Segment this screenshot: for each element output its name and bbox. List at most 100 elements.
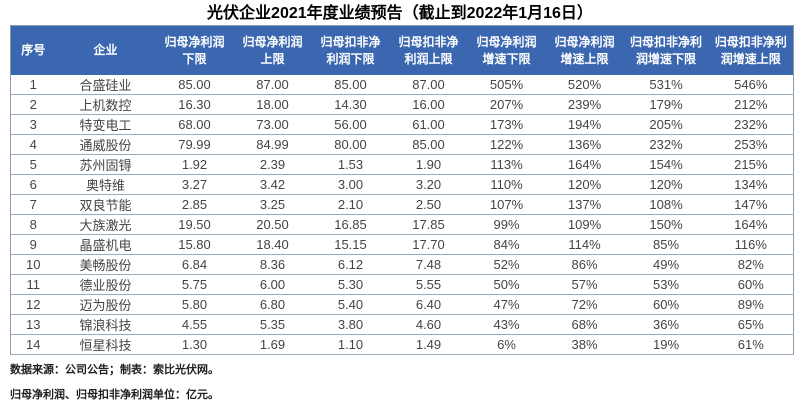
value-cell: 531% [623,75,709,95]
value-cell: 18.40 [233,234,312,255]
company-cell: 德业股份 [55,274,156,295]
table-row: 7 双良节能 2.85 3.25 2.10 2.50 107% 137% 108% 147% [10,194,794,215]
value-cell: 15.15 [311,234,390,255]
value-cell: 5.35 [233,314,312,335]
value-cell: 2.39 [233,154,312,175]
value-cell: 60% [623,294,709,315]
value-cell: 80.00 [311,134,390,155]
value-cell: 17.85 [389,214,468,235]
company-cell: 奥特维 [55,174,156,195]
value-cell: 5.30 [311,274,390,295]
table-body: 1 合盛硅业 85.00 87.00 85.00 87.00 505% 520% 531% 546… [10,75,794,355]
table-row: 9 晶盛机电 15.80 18.40 15.15 17.70 84% 114% 85% 116% [10,234,794,255]
column-header-0: 序号 [10,25,56,75]
column-header-4: 归母扣非净 利润下限 [311,25,390,75]
serial-cell: 1 [10,75,56,95]
serial-cell: 6 [10,174,56,195]
column-header-5: 归母扣非净 利润上限 [389,25,468,75]
serial-cell: 3 [10,114,56,135]
value-cell: 7.48 [389,254,468,275]
value-cell: 8.36 [233,254,312,275]
value-cell: 20.50 [233,214,312,235]
value-cell: 19% [623,334,709,355]
value-cell: 3.80 [311,314,390,335]
footnote-unit: 归母净利润、归母扣非净利润单位：亿元。 [10,389,219,401]
table-row: 10 美畅股份 6.84 8.36 6.12 7.48 52% 86% 49% 82% [10,254,794,275]
value-cell: 1.30 [155,334,234,355]
value-cell: 16.30 [155,94,234,115]
table-row: 1 合盛硅业 85.00 87.00 85.00 87.00 505% 520% 531% 546… [10,75,794,95]
company-cell: 苏州固锝 [55,154,156,175]
value-cell: 173% [467,114,546,135]
column-header-9: 归母扣非净利 润增速上限 [708,25,794,75]
column-header-1: 企业 [55,25,156,75]
serial-cell: 13 [10,314,56,335]
page-title: 光伏企业2021年度业绩预告（截止到2022年1月16日） [207,5,593,22]
value-cell: 137% [545,194,624,215]
value-cell: 120% [545,174,624,195]
value-cell: 52% [467,254,546,275]
value-cell: 57% [545,274,624,295]
value-cell: 89% [708,294,794,315]
value-cell: 16.00 [389,94,468,115]
value-cell: 36% [623,314,709,335]
value-cell: 47% [467,294,546,315]
value-cell: 520% [545,75,624,95]
value-cell: 120% [623,174,709,195]
value-cell: 16.85 [311,214,390,235]
table-row: 5 苏州固锝 1.92 2.39 1.53 1.90 113% 164% 154% 215% [10,154,794,175]
value-cell: 17.70 [389,234,468,255]
company-cell: 上机数控 [55,94,156,115]
table-row: 3 特变电工 68.00 73.00 56.00 61.00 173% 194% 205% 232… [10,114,794,135]
table-row: 11 德业股份 5.75 6.00 5.30 5.55 50% 57% 53% 60% [10,274,794,295]
table-row: 8 大族激光 19.50 20.50 16.85 17.85 99% 109% 150% 164% [10,214,794,235]
footnotes: 数据来源：公司公告；制表：索比光伏网。 归母净利润、归母扣非净利润单位：亿元。 [10,361,800,402]
company-cell: 迈为股份 [55,294,156,315]
value-cell: 87.00 [233,75,312,95]
value-cell: 179% [623,94,709,115]
value-cell: 72% [545,294,624,315]
serial-cell: 12 [10,294,56,315]
value-cell: 68.00 [155,114,234,135]
value-cell: 207% [467,94,546,115]
column-header-6: 归母净利润 增速下限 [467,25,546,75]
value-cell: 164% [545,154,624,175]
header-row: 序号 企业 归母净利润 下限 归母净利润 上限 归母扣非净 利润下限 归母扣非净 利润上限… [10,25,794,75]
company-cell: 晶盛机电 [55,234,156,255]
company-cell: 恒星科技 [55,334,156,355]
performance-table: 序号 企业 归母净利润 下限 归母净利润 上限 归母扣非净 利润下限 归母扣非净 利润上限… [10,25,794,355]
value-cell: 147% [708,194,794,215]
value-cell: 116% [708,234,794,255]
value-cell: 5.55 [389,274,468,295]
value-cell: 212% [708,94,794,115]
value-cell: 1.49 [389,334,468,355]
serial-cell: 10 [10,254,56,275]
value-cell: 49% [623,254,709,275]
value-cell: 85.00 [155,75,234,95]
value-cell: 1.53 [311,154,390,175]
value-cell: 2.10 [311,194,390,215]
value-cell: 107% [467,194,546,215]
value-cell: 194% [545,114,624,135]
table-header: 序号 企业 归母净利润 下限 归母净利润 上限 归母扣非净 利润下限 归母扣非净 利润上限… [10,25,794,75]
table-row: 13 锦浪科技 4.55 5.35 3.80 4.60 43% 68% 36% 65% [10,314,794,335]
value-cell: 4.60 [389,314,468,335]
value-cell: 122% [467,134,546,155]
value-cell: 6.12 [311,254,390,275]
value-cell: 134% [708,174,794,195]
value-cell: 79.99 [155,134,234,155]
company-cell: 通威股份 [55,134,156,155]
value-cell: 5.75 [155,274,234,295]
value-cell: 232% [623,134,709,155]
value-cell: 14.30 [311,94,390,115]
value-cell: 38% [545,334,624,355]
value-cell: 150% [623,214,709,235]
value-cell: 53% [623,274,709,295]
value-cell: 99% [467,214,546,235]
value-cell: 86% [545,254,624,275]
value-cell: 1.10 [311,334,390,355]
company-cell: 合盛硅业 [55,75,156,95]
value-cell: 1.69 [233,334,312,355]
value-cell: 6.84 [155,254,234,275]
value-cell: 73.00 [233,114,312,135]
